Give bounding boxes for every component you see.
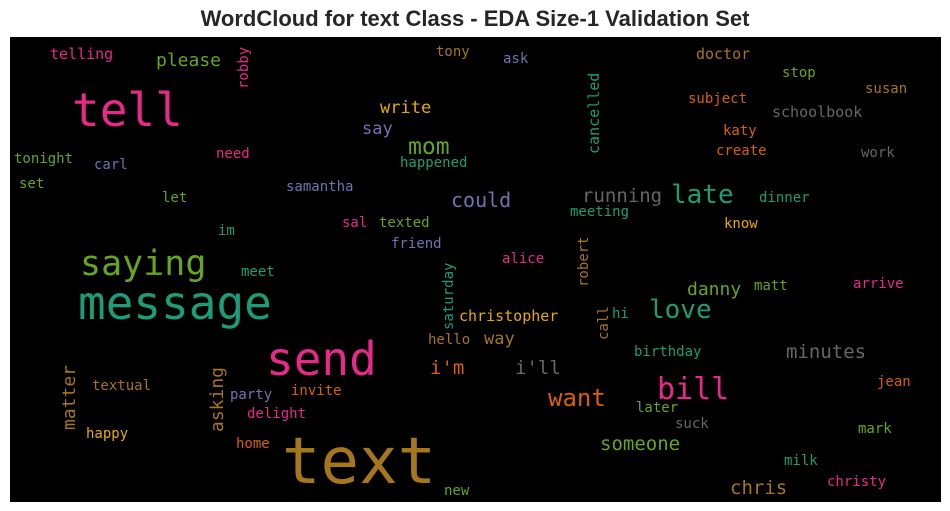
word-someone: someone	[600, 433, 680, 455]
word-set: set	[19, 176, 44, 192]
word-bill: bill	[657, 372, 729, 407]
word-robby: robby	[236, 47, 252, 89]
word-saturday: saturday	[441, 263, 457, 330]
word-jean: jean	[877, 374, 911, 390]
word-ask: ask	[503, 51, 529, 67]
word-late: late	[671, 180, 734, 210]
word-happened: happened	[400, 155, 467, 171]
word-need: need	[216, 146, 250, 162]
word-let: let	[162, 190, 187, 206]
word-danny: danny	[687, 279, 741, 300]
word-minutes: minutes	[786, 341, 866, 363]
word-could: could	[451, 188, 511, 212]
word-hi: hi	[612, 306, 629, 322]
word-message: message	[78, 276, 272, 330]
word-dinner: dinner	[759, 190, 810, 206]
word-textual: textual	[92, 378, 151, 394]
word-tonight: tonight	[14, 151, 73, 167]
word-write: write	[380, 98, 431, 118]
word-mom: mom	[408, 134, 450, 160]
word-love: love	[649, 295, 712, 325]
word-later: later	[636, 400, 678, 416]
word-friend: friend	[391, 236, 442, 252]
word-meet: meet	[241, 264, 275, 280]
word-suck: suck	[675, 416, 709, 432]
word-invite: invite	[291, 383, 342, 399]
word-please: please	[156, 50, 221, 71]
word-know: know	[724, 216, 758, 232]
word-schoolbook: schoolbook	[772, 103, 862, 121]
word-delight: delight	[247, 406, 306, 422]
word-carl: carl	[94, 157, 128, 173]
word-susan: susan	[865, 81, 907, 97]
word-chris: chris	[730, 477, 787, 499]
word-mark: mark	[858, 421, 892, 437]
word-christopher: christopher	[459, 307, 558, 325]
word-christy: christy	[827, 474, 886, 490]
word-arrive: arrive	[853, 276, 904, 292]
word-text: text	[282, 425, 436, 499]
word-telling: telling	[50, 45, 113, 63]
word-i-ll: i'll	[515, 357, 561, 379]
word-saying: saying	[80, 244, 206, 284]
word-home: home	[236, 436, 270, 452]
wordcloud-canvas: text message send tell saying bill love late wan…	[10, 37, 941, 502]
word-work: work	[861, 145, 895, 161]
word-matt: matt	[754, 278, 788, 294]
word-katy: katy	[723, 123, 757, 139]
word-party: party	[230, 387, 272, 403]
word-tony: tony	[436, 44, 470, 60]
word-way: way	[484, 329, 515, 349]
word-hello: hello	[428, 332, 470, 348]
word-milk: milk	[784, 453, 818, 469]
word-robert: robert	[576, 236, 592, 287]
word-say: say	[362, 119, 393, 139]
wordcloud-background	[10, 37, 941, 502]
word-texted: texted	[379, 215, 430, 231]
word-sal: sal	[342, 215, 367, 231]
word-i-m: i'm	[430, 357, 464, 379]
word-matter: matter	[59, 365, 80, 430]
word-happy: happy	[86, 426, 128, 442]
word-want: want	[548, 384, 606, 412]
word-alice: alice	[502, 251, 544, 267]
chart-title: WordCloud for text Class - EDA Size-1 Va…	[200, 6, 750, 31]
word-stop: stop	[782, 65, 816, 81]
word-samantha: samantha	[286, 179, 353, 195]
word-birthday: birthday	[634, 344, 701, 360]
word-im: im	[218, 223, 235, 239]
word-asking: asking	[207, 367, 228, 432]
word-cancelled: cancelled	[585, 73, 603, 154]
word-subject: subject	[688, 91, 747, 107]
word-call: call	[596, 306, 612, 340]
word-tell: tell	[72, 83, 183, 137]
word-new: new	[444, 483, 470, 499]
word-meeting: meeting	[570, 204, 629, 220]
word-create: create	[716, 143, 767, 159]
word-doctor: doctor	[696, 45, 750, 63]
word-running: running	[582, 185, 662, 207]
word-send: send	[266, 332, 377, 386]
